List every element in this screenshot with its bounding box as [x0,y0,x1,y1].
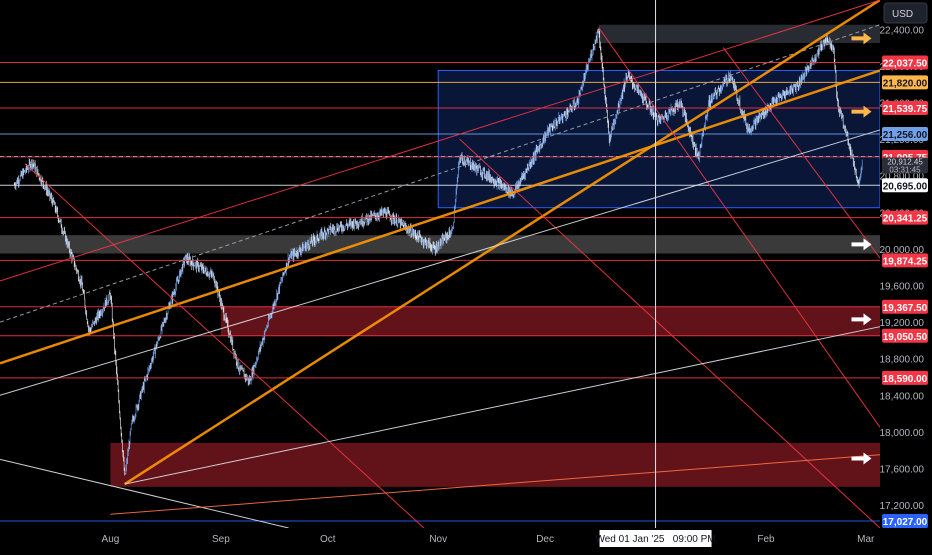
arrows-layer [851,32,872,465]
price-tag-label: 19,050.50 [883,332,928,343]
trendline [0,129,881,396]
price-tag-label: 19,874.25 [883,256,928,267]
price-tag-label: 17,027.00 [883,517,928,528]
y-tick-label: 19,200.00 [880,318,925,329]
price-tag-label: 21,256.00 [883,130,928,141]
currency-button-box[interactable] [883,2,928,24]
x-tick-label: Sep [212,534,230,545]
crosshair-time-tag: Wed 01 Jan '25 09:00 PM [595,530,716,547]
crosshair-time-label: Wed 01 Jan '25 09:00 PM [595,534,715,545]
x-tick-label: Oct [320,534,336,545]
price-tag [882,75,928,90]
dashed-line [0,24,881,323]
y-tick-label: 17,200.00 [880,501,925,512]
price-tag-label: 22,037.50 [883,58,928,69]
countdown-label: 03:31:45 [889,165,921,174]
price-tag-label: 20,695.00 [883,181,928,192]
y-tick-label: 17,600.00 [880,465,925,476]
trendline [124,0,881,486]
price-tag [882,178,928,193]
price-tag [882,101,928,116]
price-tag-label: 20,341.25 [883,214,928,225]
y-tick-label: 18,000.00 [880,428,925,439]
currency-label[interactable]: USD [892,9,913,20]
red-zone-upper [220,306,880,336]
x-tick-label: Nov [429,534,447,545]
arrow-marker [851,238,872,251]
price-tag [882,370,928,385]
y-tick-label: 20,800.00 [880,172,925,183]
trendline [459,138,881,529]
time-axis: Aug Sep Oct Nov Dec Feb Mar [102,534,875,545]
arrow-marker [851,313,872,326]
y-tick-label: 18,800.00 [880,355,925,366]
x-tick-label: Aug [102,534,120,545]
crosshair-time-tag-box [599,530,712,547]
y-tick-label: 18,400.00 [880,391,925,402]
price-tag [882,126,928,141]
price-tag-label: 21,539.75 [883,104,928,115]
y-tick-label: 20,000.00 [880,245,925,256]
trendline [722,47,881,259]
price-tag [882,328,928,343]
x-tick-label: Mar [857,534,875,545]
price-tag [882,299,928,314]
currency-button[interactable]: USD [883,2,928,24]
trendline [0,0,881,282]
current-price-label: 20,912.45 [887,157,923,166]
y-tick-label: 22,400.00 [880,25,925,36]
horizontal-levels-layer [0,24,881,522]
x-tick-label: Feb [757,534,775,545]
price-tag-label: 18,590.00 [883,374,928,385]
supply-zone-top [598,24,880,44]
current-price-tag [882,157,928,174]
trendline [0,69,881,365]
price-tag [882,513,928,528]
arrow-marker [851,452,872,465]
price-tag-label: 21,820.00 [883,78,928,89]
trendline [24,163,425,529]
arrow-marker [851,32,872,45]
arrow-marker [851,105,872,118]
x-tick-label: Dec [536,534,554,545]
price-tag [882,55,928,70]
red-zone-lower [110,442,881,487]
price-tags: 22,037.5021,820.0021,539.7521,256.0021,0… [882,55,928,528]
trendline [124,326,881,485]
trendlines-layer [0,0,881,529]
price-tag [882,253,928,268]
price-tag [882,210,928,225]
price-tag-label: 19,367.50 [883,303,928,314]
trendline [598,27,881,428]
y-tick-label: 19,600.00 [880,282,925,293]
trendline [0,458,289,529]
price-axis-panel[interactable] [880,0,932,550]
trendline [110,454,881,515]
